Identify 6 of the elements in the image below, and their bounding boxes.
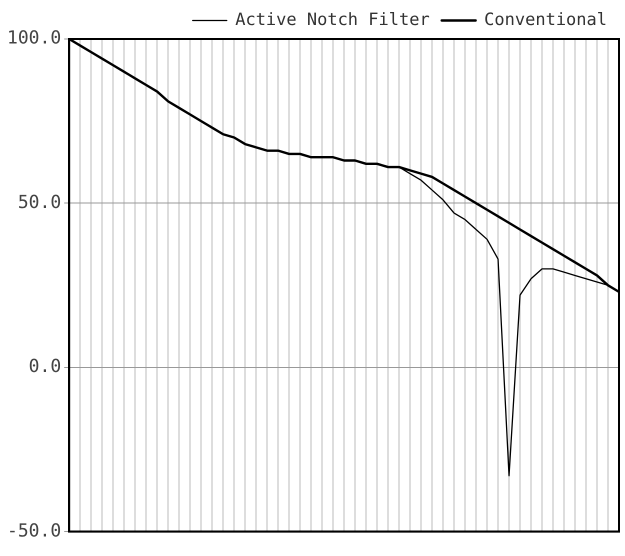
y-tick-label: -50.0 <box>6 520 62 542</box>
y-tick-label: 0.0 <box>28 356 62 378</box>
legend-label: Conventional <box>484 10 608 30</box>
y-tick-label: 100.0 <box>6 28 62 49</box>
y-tick-label: 50.0 <box>18 192 62 213</box>
legend-label: Active Notch Filter <box>235 10 430 30</box>
